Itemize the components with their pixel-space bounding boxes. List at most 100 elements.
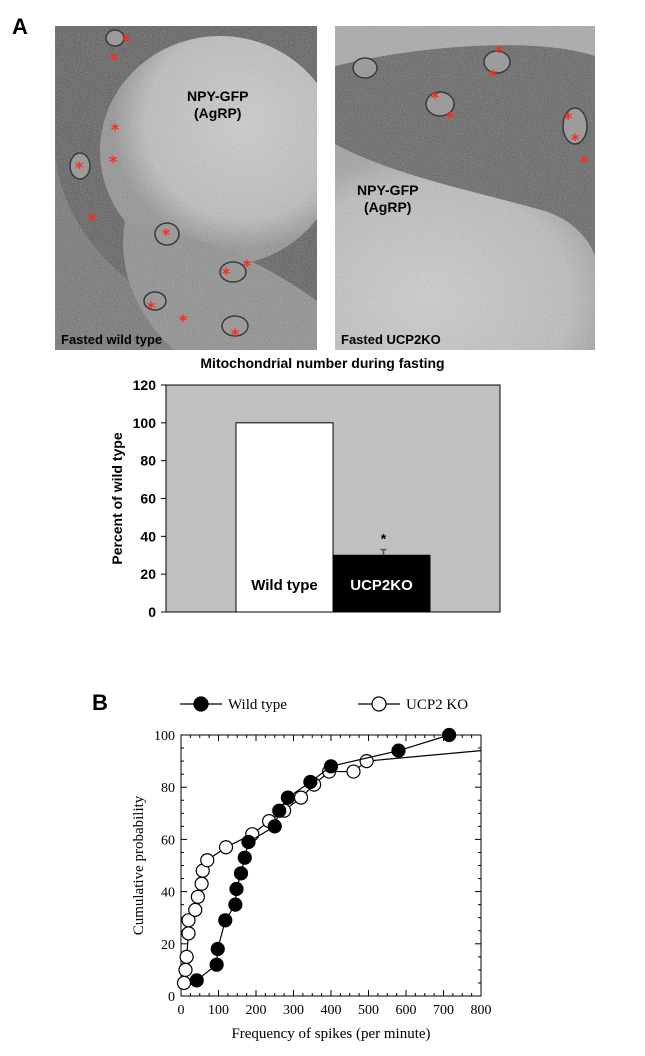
micrograph-ucp2ko-cell-label: NPY-GFP (AgRP): [357, 182, 418, 216]
y-tick-label: 0: [148, 604, 156, 620]
legend-entry: UCP2 KO: [406, 697, 468, 713]
y-tick-label: 40: [161, 886, 175, 901]
cumulative-probability-chart: 0 100 200 300 400 500 600 700 800020406080100Fre…: [131, 696, 492, 1042]
mitochondrion-marker: *: [579, 152, 589, 171]
ucp2-ko-point: [346, 764, 361, 779]
x-axis-label: Frequency of spikes (per minute): [231, 1026, 430, 1042]
wild-type-point: [267, 819, 282, 834]
wild-type-point: [233, 866, 249, 881]
ucp2-ko-point: [188, 902, 203, 917]
y-tick-label: 80: [161, 781, 175, 796]
micrograph-wild-type-caption: Fasted wild type: [61, 332, 163, 347]
bar-chart-title: Mitochondrial number during fasting: [200, 355, 445, 371]
mitochondrion-marker: *: [570, 130, 580, 149]
ucp2-ko-point: [178, 962, 193, 977]
wild-type-point: [209, 957, 224, 972]
x-tick-label: 100: [208, 1003, 229, 1018]
mitochondrion-marker: *: [87, 210, 97, 229]
mitochondrion-marker: *: [221, 264, 231, 283]
x-tick-label: 0: [178, 1003, 185, 1018]
y-tick-label: 60: [161, 833, 175, 848]
x-tick-label: 600: [396, 1003, 417, 1018]
x-tick-label: 500: [358, 1003, 379, 1018]
wild-type-point: [303, 774, 318, 790]
wild-type-point: [391, 743, 406, 758]
y-tick-label: 40: [140, 528, 156, 544]
mitochondrion-marker: *: [430, 88, 440, 107]
wild-type-point: [280, 790, 295, 805]
x-tick-label: 400: [321, 1003, 342, 1018]
wild-type-point: [323, 759, 339, 774]
ucp2-ko-point: [181, 926, 196, 941]
ucp2-ko-point: [190, 889, 205, 904]
legend-entry: Wild type: [228, 697, 287, 713]
wild-type-point: [272, 803, 287, 818]
ucp2-ko-point: [293, 790, 309, 805]
bar-category-label: UCP2KO: [350, 577, 413, 594]
mitochondrion-marker: *: [494, 42, 504, 61]
x-tick-label: 700: [433, 1003, 454, 1018]
wild-type-point: [228, 897, 243, 912]
mitochondrion-marker: *: [242, 256, 252, 275]
legend-marker: [371, 696, 387, 712]
mitochondrion-marker: *: [121, 31, 131, 50]
ucp2-ko-point: [218, 840, 234, 855]
y-tick-label: 0: [168, 990, 175, 1005]
micrograph-wild-type-cell-label: NPY-GFP (AgRP): [187, 88, 248, 122]
wild-type-point: [218, 913, 233, 928]
y-tick-label: 20: [140, 566, 156, 582]
mitochondrion-marker: *: [230, 325, 240, 344]
legend-marker: [193, 696, 209, 712]
cell-label-line2: (AgRP): [364, 199, 412, 215]
bar-category-label: Wild type: [251, 577, 318, 594]
ucp2-ko-point: [179, 949, 194, 964]
mitochondrion-marker: *: [110, 120, 120, 139]
y-axis-label: Percent of wild type: [109, 432, 125, 564]
x-tick-label: 800: [471, 1003, 492, 1018]
y-tick-label: 120: [133, 377, 157, 393]
wild-type-point: [237, 850, 252, 865]
y-tick-label: 100: [154, 729, 175, 744]
wild-type-point: [241, 834, 256, 850]
bar: [235, 422, 334, 613]
x-tick-label: 300: [283, 1003, 304, 1018]
mitochondrion-marker: *: [161, 225, 171, 244]
cell-label-line2: (AgRP): [194, 105, 242, 121]
panel-b-label: B: [92, 690, 108, 715]
micrograph-wild-type-texture: [55, 26, 317, 350]
x-tick-label: 200: [246, 1003, 267, 1018]
micrograph-ucp2ko-caption: Fasted UCP2KO: [341, 332, 441, 347]
y-tick-label: 80: [140, 453, 156, 469]
mitochondrion-marker: *: [109, 50, 119, 69]
y-tick-label: 100: [133, 415, 157, 431]
panel-a-label: A: [12, 14, 28, 39]
mitochondrion-marker: *: [108, 152, 118, 171]
y-axis-label: Cumulative probability: [131, 795, 147, 935]
mitochondrion-marker: *: [488, 66, 498, 85]
micrograph-ucp2ko-texture: [335, 26, 595, 350]
micrograph-wild-type: Fasted wild type NPY-GFP (AgRP) * * * * * * * *…: [55, 26, 317, 350]
wild-type-point: [189, 973, 204, 988]
mitochondrion-marker: *: [146, 298, 156, 317]
wild-type-point: [210, 941, 225, 957]
ucp2-ko-point: [181, 913, 196, 928]
ucp2-ko-point: [194, 876, 209, 891]
cell-label-line1: NPY-GFP: [357, 182, 419, 198]
bar-chart: 0 20 40 60 80 100 120 Percent of wild type Wild …: [109, 377, 501, 620]
significance-marker: *: [381, 531, 387, 547]
wild-type-point: [229, 881, 244, 897]
mitochondrion-marker: *: [178, 311, 188, 330]
mitochondrion-marker: *: [74, 158, 84, 177]
bar: [332, 554, 431, 613]
mitochondrion-marker: *: [445, 108, 455, 127]
wild-type-point: [442, 727, 457, 743]
series-line: [196, 734, 450, 981]
series-line: [183, 750, 482, 984]
ucp2-ko-point: [200, 853, 215, 868]
y-tick-label: 60: [140, 491, 156, 507]
cell-label-line1: NPY-GFP: [187, 88, 249, 104]
ucp2-ko-point: [176, 975, 192, 991]
micrograph-ucp2ko: Fasted UCP2KO NPY-GFP (AgRP) * * * * * * *: [335, 26, 595, 350]
mitochondrion-marker: *: [563, 109, 573, 128]
y-tick-label: 20: [161, 938, 175, 953]
